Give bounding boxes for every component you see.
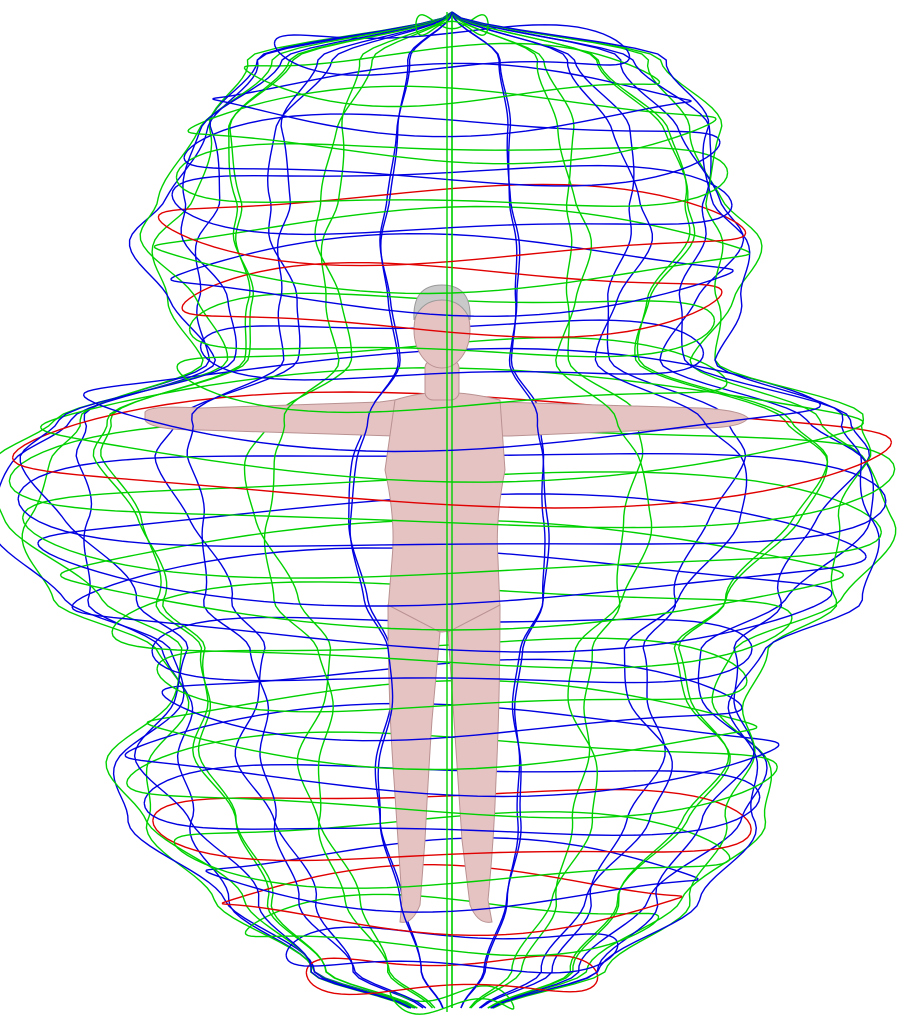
meridian [451,11,653,1009]
meridian [451,11,874,1009]
torso [384,392,506,633]
ring [187,118,717,165]
ring [37,543,867,607]
ring [244,916,660,957]
ring [305,972,599,996]
ring [146,722,758,771]
ring [156,668,748,713]
meridian [451,11,829,1009]
meridian [75,11,453,1009]
ring [152,820,752,862]
ring [39,422,865,483]
meridian [100,11,453,1009]
meridian [19,11,453,1009]
meridian [451,11,747,1009]
meridian [451,11,872,1009]
ring [124,744,780,798]
ring [21,517,883,579]
ring [171,194,733,236]
ring [285,944,619,974]
ring [389,992,515,1015]
left-leg [387,604,441,923]
meridian [92,11,453,1009]
ring [221,896,683,936]
meridian [451,11,748,1009]
ring [71,592,833,653]
ring [151,648,753,684]
ring [82,394,822,453]
meridian [0,11,453,1009]
ring [17,498,887,548]
meridian [0,11,453,1009]
meridian [349,11,453,1009]
meridian [154,11,453,1009]
meridian [451,11,880,1009]
meridian [186,11,453,1009]
ring [176,366,728,414]
ring [175,172,729,208]
ring [188,320,716,358]
ring [153,246,751,295]
ring [111,617,793,669]
right-leg [447,604,501,923]
ring [126,766,778,819]
ring [11,442,893,509]
ring [161,692,743,742]
meridian [21,11,453,1009]
ring [199,346,705,381]
meridian [451,11,897,1009]
ring [59,574,845,631]
ring [181,291,723,338]
ring [157,216,747,267]
meridian [347,11,453,1009]
ring [243,67,661,108]
ring [173,841,731,889]
wireframe-front [0,11,896,1015]
ring [273,43,631,76]
meridian [263,11,453,1009]
meridian [451,11,550,1009]
ring [8,468,896,529]
ring [143,796,761,837]
ring [183,142,721,187]
ring [170,270,734,318]
meridian [243,11,453,1009]
ring [212,98,692,138]
ring [415,20,489,36]
ring [205,870,699,913]
